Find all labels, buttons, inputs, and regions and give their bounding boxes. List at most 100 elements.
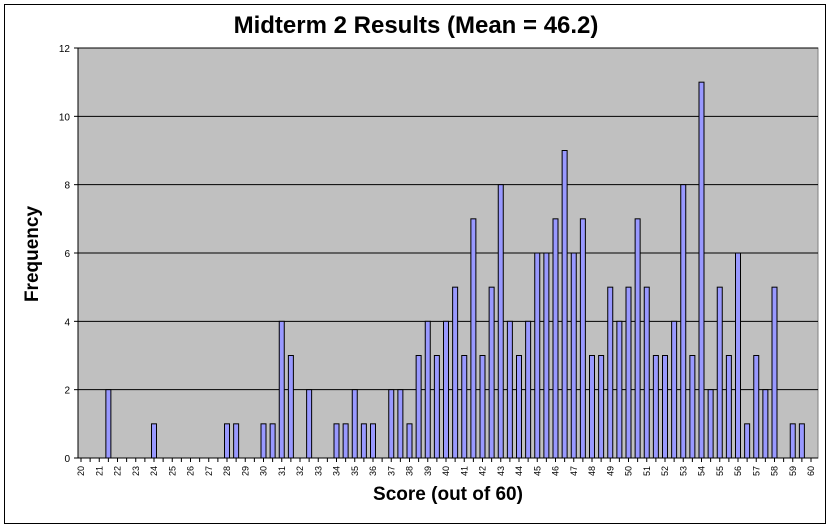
x-tick-label: 30	[259, 466, 269, 476]
bar	[552, 218, 559, 459]
x-tick-label: 43	[496, 466, 506, 476]
x-tick-label: 27	[204, 466, 214, 476]
bar	[406, 423, 413, 459]
x-tick-label: 20	[76, 466, 86, 476]
bar	[561, 150, 568, 459]
bar	[497, 184, 504, 459]
x-tick-label: 52	[660, 466, 670, 476]
x-tick-label: 41	[459, 466, 469, 476]
x-tick-label: 21	[94, 466, 104, 476]
x-tick-label: 25	[167, 466, 177, 476]
bar	[762, 389, 769, 459]
bar	[424, 320, 431, 459]
bar	[443, 320, 449, 459]
bar	[470, 218, 477, 459]
bar	[433, 355, 440, 459]
bar	[260, 423, 267, 459]
bar	[224, 423, 230, 459]
x-tick-label: 54	[697, 466, 707, 476]
bar	[643, 286, 650, 459]
x-tick-label: 48	[587, 466, 597, 476]
bar	[735, 252, 741, 459]
x-tick-label: 51	[642, 466, 652, 476]
y-tick-label: 12	[59, 44, 71, 55]
bar	[388, 389, 395, 459]
bar	[662, 355, 668, 459]
bar	[233, 423, 240, 459]
x-tick-label: 37	[386, 466, 396, 476]
bar	[306, 389, 313, 459]
bar	[452, 286, 459, 459]
bar	[616, 320, 623, 459]
bar	[287, 355, 294, 459]
x-tick-label: 31	[277, 466, 287, 476]
y-tick-label: 8	[64, 181, 70, 192]
x-tick-label: 32	[295, 466, 305, 476]
bar	[397, 389, 404, 459]
bar	[342, 423, 349, 459]
y-tick-label: 6	[64, 249, 70, 260]
x-tick-label: 58	[770, 466, 780, 476]
bar	[607, 286, 614, 459]
x-tick-label: 22	[113, 466, 123, 476]
x-tick-label: 45	[532, 466, 542, 476]
x-tick-label: 50	[624, 466, 634, 476]
x-tick-label: 57	[751, 466, 761, 476]
bar	[689, 355, 696, 459]
bar	[269, 423, 276, 459]
bar	[598, 355, 605, 459]
chart-frame	[4, 4, 826, 524]
bar	[570, 252, 577, 459]
bar	[506, 320, 513, 459]
bar	[725, 355, 732, 459]
x-tick-label: 53	[678, 466, 688, 476]
y-tick-label: 0	[64, 454, 70, 465]
bar	[798, 423, 805, 459]
x-tick-label: 49	[605, 466, 615, 476]
bar	[105, 389, 112, 459]
x-tick-label: 33	[313, 466, 323, 476]
x-tick-label: 46	[551, 466, 561, 476]
x-tick-label: 35	[350, 466, 360, 476]
bar	[370, 423, 376, 459]
bar	[516, 355, 522, 459]
x-tick-label: 55	[715, 466, 725, 476]
bar	[753, 355, 760, 459]
bar	[151, 423, 157, 459]
bar	[698, 81, 705, 459]
x-tick-label: 39	[423, 466, 433, 476]
bar	[634, 218, 641, 459]
bar	[744, 423, 751, 459]
bar	[671, 320, 678, 459]
x-tick-label: 26	[186, 466, 196, 476]
x-tick-label: 40	[441, 466, 451, 476]
bar	[716, 286, 723, 459]
bar	[589, 355, 595, 459]
x-tick-label: 24	[149, 466, 159, 476]
bar	[278, 320, 285, 459]
x-axis-label: Score (out of 60)	[373, 484, 523, 505]
y-tick-label: 10	[59, 112, 71, 123]
bar	[789, 423, 796, 459]
x-tick-label: 44	[514, 466, 524, 476]
bar	[680, 184, 687, 459]
x-tick-label: 23	[131, 466, 141, 476]
x-tick-label: 29	[240, 466, 250, 476]
x-tick-label: 38	[405, 466, 415, 476]
y-tick-label: 4	[64, 317, 70, 328]
bar	[543, 252, 550, 459]
bar	[707, 389, 714, 459]
bar	[461, 355, 468, 459]
x-tick-label: 42	[478, 466, 488, 476]
x-tick-label: 59	[788, 466, 798, 476]
bar	[351, 389, 358, 459]
bar	[525, 320, 532, 459]
bar	[579, 218, 586, 459]
x-tick-label: 36	[368, 466, 378, 476]
bar	[360, 423, 367, 459]
chart-title: Midterm 2 Results (Mean = 46.2)	[233, 12, 599, 39]
bar	[333, 423, 340, 459]
bar	[415, 355, 422, 459]
x-tick-label: 47	[569, 466, 579, 476]
